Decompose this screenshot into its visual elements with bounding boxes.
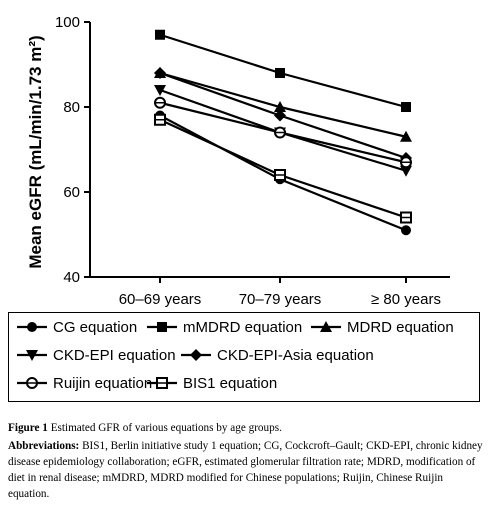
y-tick-label: 80	[63, 99, 80, 116]
data-point	[401, 102, 411, 112]
legend-marker	[26, 377, 38, 389]
legend-marker	[26, 350, 38, 361]
figure-text: Estimated GFR of various equations by ag…	[50, 422, 282, 434]
abbreviations: Abbreviations: BIS1, Berlin initiative s…	[8, 438, 486, 502]
legend-label: Ruijin equation	[53, 374, 153, 392]
legend-marker	[157, 322, 167, 332]
figure-label: Figure 1	[8, 422, 48, 434]
legend-swatch	[147, 377, 177, 389]
legend-swatch	[311, 321, 341, 332]
chart-axes: 40 60 80 100 60–69 years 70–79 years ≥ 80 year…	[55, 14, 450, 308]
legend-item: CG equation	[15, 317, 137, 337]
legend-marker	[156, 377, 168, 389]
chart-legend: CG equation mMDRD equation MDRD equation CK…	[8, 312, 480, 402]
legend-label: mMDRD equation	[183, 318, 303, 336]
legend-swatch	[181, 349, 211, 361]
series-5	[154, 96, 412, 169]
data-point	[154, 96, 166, 109]
data-point	[400, 211, 412, 224]
legend-label: BIS1 equation	[183, 374, 278, 392]
x-tick-label: 70–79 years	[239, 291, 322, 308]
x-tick-label: ≥ 80 years	[371, 291, 441, 308]
legend-swatch	[17, 350, 47, 361]
legend-item: Ruijin equation	[15, 373, 152, 393]
legend-marker	[27, 322, 37, 332]
y-axis-label: Mean eGFR (mL/min/1.73 m²)	[26, 35, 45, 268]
y-tick-label: 60	[63, 184, 80, 201]
y-tick-label: 40	[63, 269, 80, 286]
legend-marker	[190, 349, 202, 361]
legend-swatch	[17, 322, 47, 332]
data-point	[154, 85, 166, 96]
line-chart: 40 60 80 100 60–69 years 70–79 years ≥ 80 year…	[26, 14, 450, 308]
legend-item: BIS1 equation	[145, 373, 277, 393]
data-point	[401, 225, 411, 236]
data-point	[274, 169, 286, 181]
figure-caption: Figure 1 Estimated GFR of various equati…	[8, 420, 486, 504]
data-point	[400, 130, 412, 142]
y-tick-label: 100	[55, 14, 80, 31]
legend-label: CG equation	[53, 318, 138, 336]
figure-title: Figure 1 Estimated GFR of various equati…	[8, 420, 486, 436]
series-line	[159, 71, 407, 138]
legend-label: CKD-EPI-Asia equation	[217, 346, 374, 364]
legend-item: CKD-EPI equation	[15, 345, 176, 365]
legend-item: MDRD equation	[309, 317, 454, 337]
legend-item: CKD-EPI-Asia equation	[179, 345, 374, 365]
abbreviations-label: Abbreviations:	[8, 440, 80, 452]
series-1	[155, 29, 411, 112]
data-point	[154, 67, 166, 79]
chart-series	[154, 29, 412, 236]
data-point	[155, 29, 165, 40]
legend-swatch	[17, 377, 47, 389]
x-tick-label: 60–69 years	[119, 291, 202, 308]
series-6	[154, 113, 412, 224]
legend-swatch	[147, 322, 177, 332]
data-point	[400, 165, 412, 177]
data-point	[400, 156, 412, 169]
data-point	[274, 126, 286, 139]
abbreviations-text: BIS1, Berlin initiative study 1 equation…	[8, 440, 483, 500]
data-point	[274, 109, 286, 122]
legend-label: MDRD equation	[347, 318, 454, 336]
data-point	[274, 101, 286, 112]
legend-marker	[320, 321, 332, 332]
data-point	[154, 113, 166, 126]
legend-label: CKD-EPI equation	[53, 346, 176, 364]
data-point	[275, 68, 285, 78]
legend-item: mMDRD equation	[145, 317, 302, 337]
